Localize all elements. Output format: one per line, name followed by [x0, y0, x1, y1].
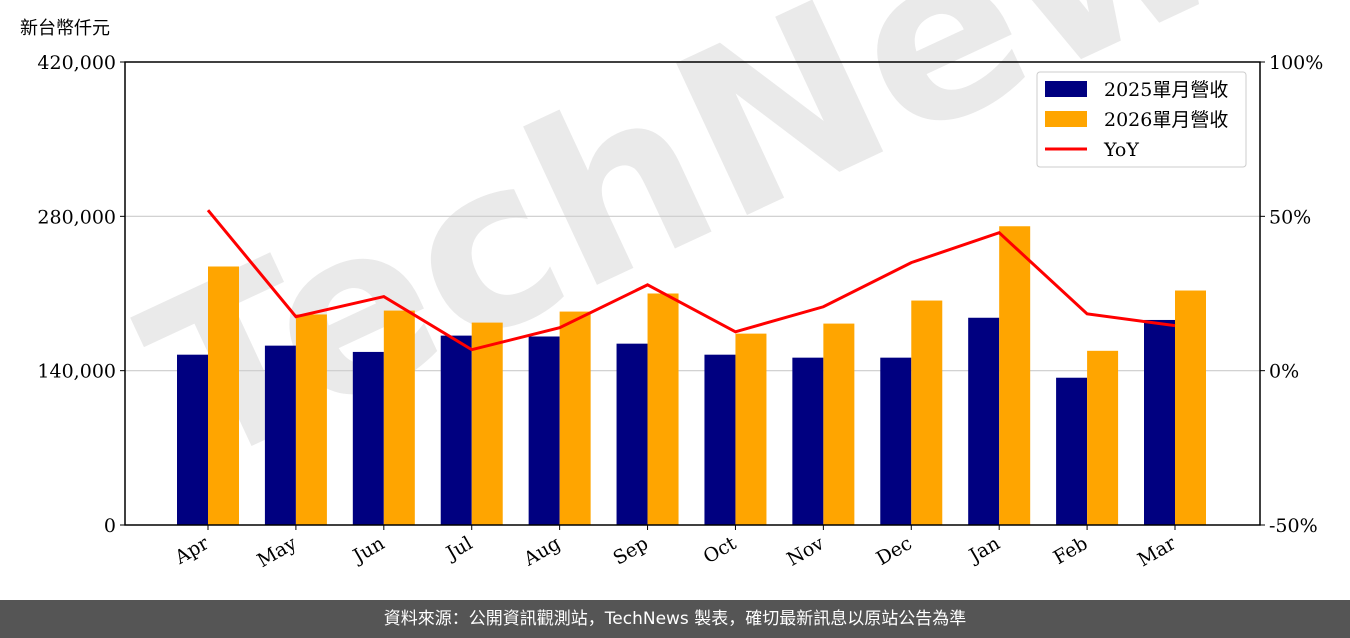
bar-2026-Oct	[735, 333, 767, 525]
x-tick-label: Mar	[1134, 532, 1180, 571]
bar-2025-Apr	[177, 354, 208, 525]
footer-source: 資料來源：公開資訊觀測站，TechNews 製表，確切最新訊息以原站公告為準	[0, 600, 1350, 638]
legend: 2025單月營收 2026單月營收 YoY	[1036, 71, 1247, 168]
x-tick-label: Nov	[783, 532, 828, 571]
bar-2026-Jul	[471, 322, 503, 525]
y2-tick-label: 0%	[1269, 361, 1299, 383]
x-tick-label: Feb	[1050, 532, 1092, 569]
bar-2026-Jan	[999, 226, 1031, 525]
bar-2025-Jan	[968, 317, 1000, 525]
x-tick-label: Aug	[519, 532, 564, 571]
chart: TechNews0140,000280,000420,000-50%0%50%1…	[37, 0, 1350, 572]
y-tick-label: 0	[104, 515, 116, 537]
y-tick-label: 420,000	[37, 52, 116, 74]
legend-label: 2025單月營收	[1104, 79, 1228, 101]
bar-2025-Feb	[1056, 377, 1088, 525]
bar-2026-Mar	[1175, 290, 1206, 525]
legend-box	[1036, 71, 1247, 168]
x-tick-label: Apr	[170, 532, 213, 569]
bar-2025-Nov	[792, 357, 824, 525]
bar-2026-Dec	[911, 300, 943, 525]
bar-2026-Aug	[559, 311, 591, 525]
plot-frame	[124, 61, 1261, 526]
y-axis-label: 新台幣仟元	[20, 18, 110, 39]
yoy-line	[206, 209, 1176, 352]
y2-tick-label: 50%	[1269, 206, 1311, 228]
x-tick-label: Jun	[348, 532, 389, 568]
bar-2025-Jul	[440, 335, 472, 525]
bar-2025-Dec	[880, 357, 912, 525]
bar-2026-Nov	[823, 323, 855, 525]
bar-2026-Jun	[383, 310, 415, 525]
legend-label: 2026單月營收	[1104, 109, 1228, 131]
bar-2026-Sep	[647, 293, 679, 525]
y2-tick-label: -50%	[1269, 515, 1318, 537]
x-tick-label: Jan	[964, 532, 1004, 568]
x-tick-label: Sep	[609, 532, 652, 569]
bar-2026-Apr	[208, 266, 239, 525]
x-tick-label: Dec	[873, 532, 916, 570]
legend-swatch	[1045, 111, 1087, 127]
y-tick-label: 140,000	[37, 361, 116, 383]
y-tick-label: 280,000	[37, 206, 116, 228]
bar-2026-May	[295, 314, 327, 525]
x-tick-label: Oct	[700, 532, 741, 568]
bar-2025-Mar	[1144, 319, 1175, 525]
y2-tick-label: 100%	[1269, 52, 1323, 74]
bar-2025-Oct	[704, 354, 736, 525]
bar-2026-Feb	[1087, 350, 1119, 525]
legend-label: YoY	[1103, 139, 1139, 161]
bar-2025-Sep	[616, 343, 648, 525]
bar-2025-Aug	[528, 336, 560, 525]
bar-2025-May	[264, 345, 296, 525]
x-tick-label: Jul	[441, 532, 476, 565]
bar-2025-Jun	[352, 351, 384, 525]
x-tick-label: May	[253, 532, 300, 572]
legend-swatch	[1045, 81, 1087, 97]
